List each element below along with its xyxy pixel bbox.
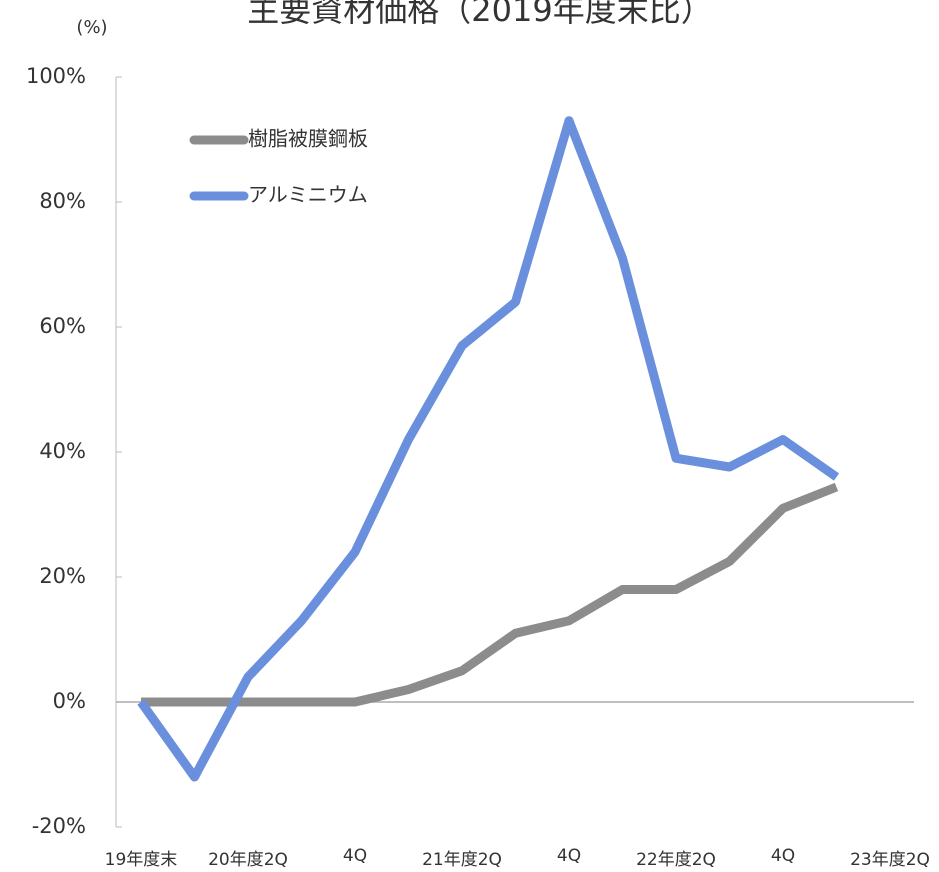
x-tick-label: 22年度2Q	[636, 850, 716, 870]
legend-label: アルミニウム	[248, 183, 368, 207]
y-tick-label: 0%	[53, 689, 86, 713]
y-tick-label: 20%	[39, 564, 86, 588]
chart-title: 主要資材価格（2019年度末比）	[247, 0, 712, 29]
x-tick-label: 21年度2Q	[422, 850, 502, 870]
x-tick-label: 23年度2Q	[850, 850, 930, 870]
y-tick-label: 80%	[39, 189, 86, 213]
y-tick-label: 40%	[39, 439, 86, 463]
y-tick-label: 60%	[39, 314, 86, 338]
y-tick-label: -20%	[32, 814, 86, 838]
x-tick-label: 4Q	[557, 846, 581, 866]
x-tick-label: 19年度末	[105, 850, 178, 870]
y-tick-label: 100%	[26, 64, 86, 88]
legend-label: 樹脂被膜鋼板	[248, 127, 368, 151]
x-tick-label: 4Q	[343, 846, 367, 866]
series-line	[141, 482, 839, 707]
y-axis-label: (%)	[76, 17, 107, 38]
x-tick-label: 20年度2Q	[208, 850, 288, 870]
series-line	[137, 116, 840, 782]
x-tick-label: 4Q	[771, 846, 795, 866]
